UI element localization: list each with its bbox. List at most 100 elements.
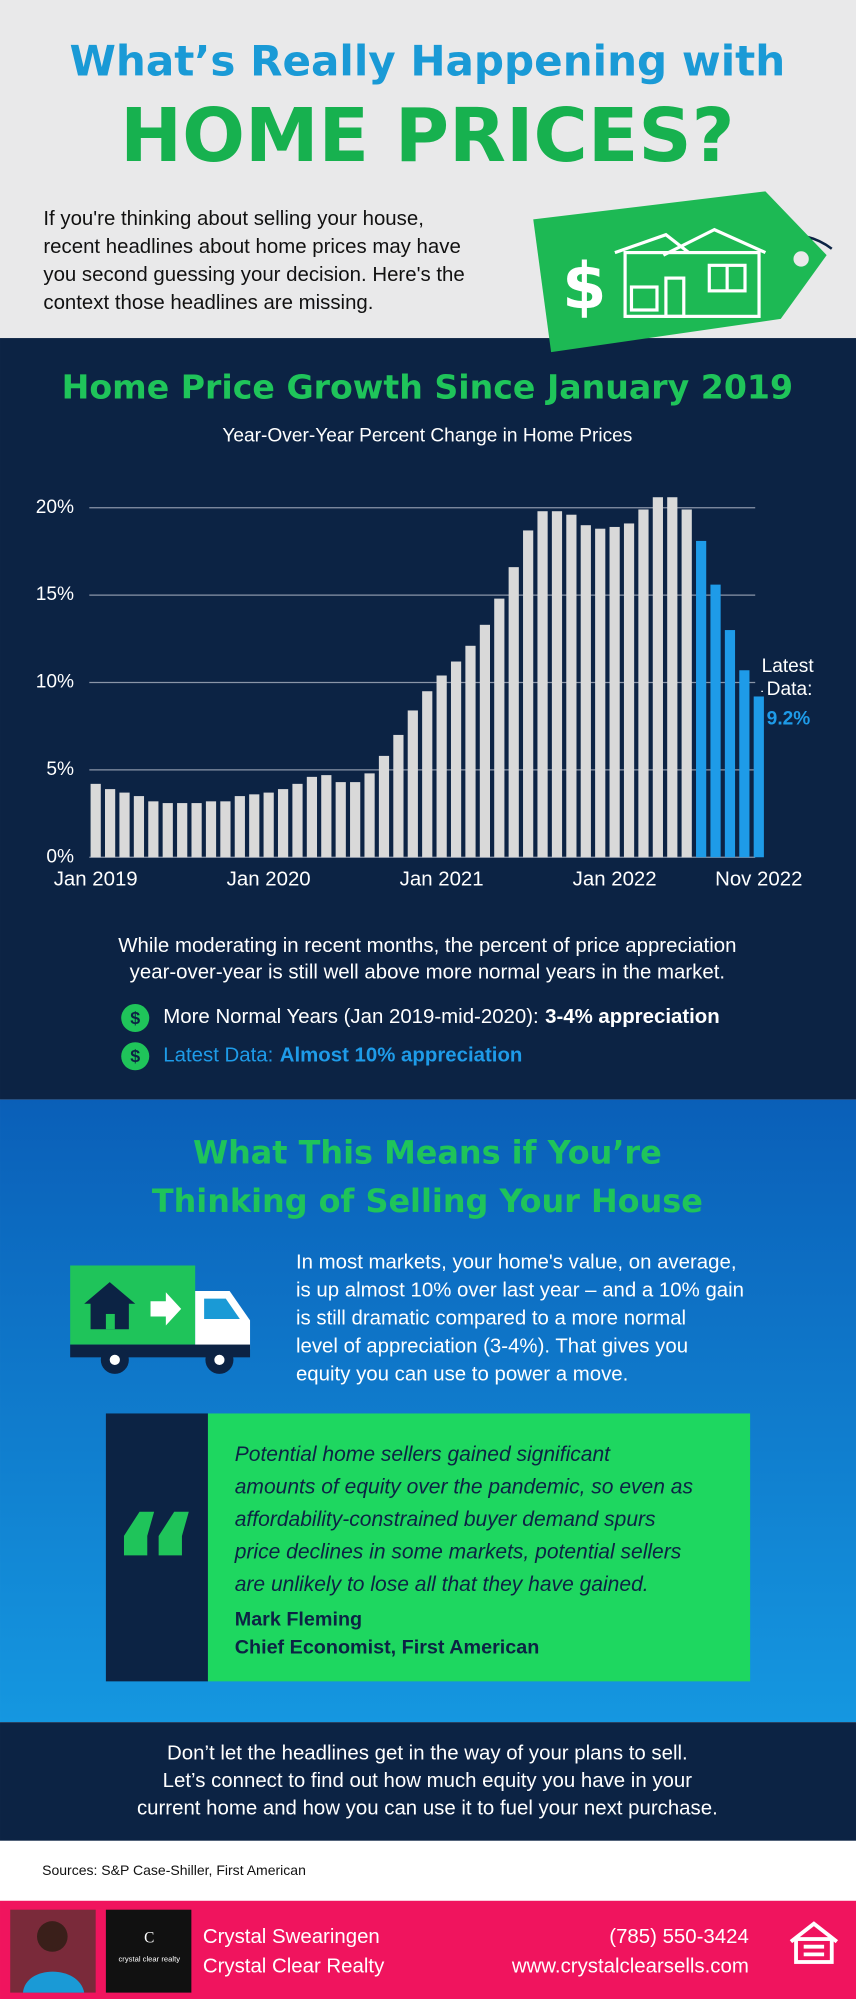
y-tick-label: 15%	[36, 584, 74, 605]
bar	[191, 803, 202, 858]
bar	[220, 801, 231, 858]
x-tick-label: Jan 2022	[573, 869, 657, 891]
bar	[422, 691, 433, 858]
bar	[162, 803, 173, 858]
truck-icon	[70, 1265, 251, 1374]
bar	[249, 794, 260, 858]
bar	[364, 773, 375, 858]
bar	[306, 776, 318, 858]
x-tick-label: Jan 2020	[227, 869, 311, 891]
bullet-text: More Normal Years (Jan 2019-mid-2020): 3-…	[163, 1006, 719, 1028]
bar	[378, 755, 390, 858]
x-tick-label: Jan 2019	[54, 869, 138, 891]
quote-line: are unlikely to lose all that they have …	[235, 1573, 649, 1596]
title-main: HOME PRICES?	[120, 93, 734, 179]
selling-line: In most markets, your home's value, on a…	[296, 1251, 737, 1273]
y-tick-label: 20%	[36, 497, 74, 518]
quote-author: Mark Fleming	[235, 1608, 362, 1630]
y-tick-label: 5%	[46, 759, 74, 780]
bar	[205, 801, 217, 858]
bar	[133, 796, 145, 858]
cta-line: Don’t let the headlines get in the way o…	[167, 1742, 688, 1764]
agent-company: Crystal Clear Realty	[203, 1955, 385, 1977]
bar	[609, 526, 620, 858]
bar	[321, 775, 332, 858]
bar	[537, 511, 548, 858]
agent-photo-head	[37, 1921, 68, 1952]
bar	[710, 584, 721, 858]
intro-line: recent headlines about home prices may h…	[43, 236, 460, 258]
bar	[681, 509, 692, 858]
bullet-emphasis: 3-4% appreciation	[545, 1006, 720, 1028]
quote-role: Chief Economist, First American	[235, 1636, 540, 1658]
summary-line: While moderating in recent months, the p…	[118, 935, 736, 957]
quote-line: price declines in some markets, potentia…	[234, 1541, 682, 1564]
quote-mark: “	[110, 1485, 202, 1648]
sources: Sources: S&P Case-Shiller, First America…	[42, 1862, 306, 1878]
tag-symbol: $	[562, 250, 606, 324]
selling-heading: What This Means if You’re	[193, 1133, 662, 1171]
bullet-icon	[121, 1003, 150, 1033]
bar	[148, 801, 159, 858]
intro-line: context those headlines are missing.	[43, 292, 373, 314]
website[interactable]: www.crystalclearsells.com	[511, 1955, 749, 1977]
bar	[407, 710, 418, 858]
bar	[696, 540, 707, 858]
bullet-icon	[121, 1042, 150, 1071]
y-tick-label: 10%	[36, 672, 74, 693]
chart-subtitle: Year-Over-Year Percent Change in Home Pr…	[222, 425, 632, 446]
bar	[234, 796, 245, 858]
bar	[393, 734, 404, 858]
selling-line: equity you can use to power a move.	[296, 1364, 628, 1386]
bar	[119, 792, 130, 858]
quote-line: affordability-constrained buyer demand s…	[235, 1508, 656, 1531]
bar	[580, 525, 591, 858]
cta-bg	[0, 1722, 856, 1841]
phone[interactable]: (785) 550-3424	[609, 1926, 749, 1948]
cta-line: current home and how you can use it to f…	[137, 1797, 718, 1819]
bar	[739, 670, 750, 858]
intro-line: you second guessing your decision. Here'…	[43, 264, 464, 286]
bar	[508, 567, 519, 858]
bar	[263, 792, 274, 858]
summary-line: year-over-year is still well above more …	[130, 962, 725, 984]
bar	[551, 511, 563, 858]
equal-housing-icon	[789, 1921, 839, 1964]
selling-line: is still dramatic compared to a more nor…	[296, 1307, 686, 1329]
bar	[350, 782, 361, 858]
logo-box	[105, 1909, 192, 1993]
y-tick-label: 0%	[46, 846, 74, 867]
bullet-symbol: $	[130, 1046, 140, 1066]
bar	[494, 598, 505, 858]
bar	[753, 696, 764, 858]
bar	[523, 530, 534, 858]
agent-name: Crystal Swearingen	[203, 1926, 380, 1948]
bar	[277, 789, 289, 858]
logo-initial: C	[144, 1930, 154, 1947]
bar	[479, 624, 490, 858]
selling-line: is up almost 10% over last year – and a …	[296, 1279, 744, 1301]
bar	[623, 523, 635, 858]
intro-line: If you're thinking about selling your ho…	[43, 208, 424, 230]
chart-title: Home Price Growth Since January 2019	[62, 368, 793, 407]
bar	[465, 645, 476, 858]
agent-photo-body	[22, 1971, 85, 1993]
bar	[104, 789, 116, 858]
annotation-line: Data:	[767, 679, 813, 700]
bar	[595, 528, 606, 858]
bar	[450, 661, 462, 858]
quote-side	[105, 1413, 208, 1682]
x-tick-label: Jan 2021	[400, 869, 484, 891]
bar	[177, 803, 188, 858]
bullet-label: Latest Data:	[163, 1045, 273, 1067]
cta-line: Let’s connect to find out how much equit…	[163, 1770, 693, 1792]
bullet-text: Latest Data: Almost 10% appreciation	[163, 1045, 522, 1067]
quote-box	[207, 1413, 751, 1682]
bar	[566, 514, 577, 858]
selling-heading: Thinking of Selling Your House	[152, 1182, 703, 1220]
title-line: What’s Really Happening with	[70, 36, 786, 85]
bar	[638, 509, 649, 858]
bullet-emphasis: Almost 10% appreciation	[280, 1045, 523, 1067]
bar	[335, 782, 346, 858]
